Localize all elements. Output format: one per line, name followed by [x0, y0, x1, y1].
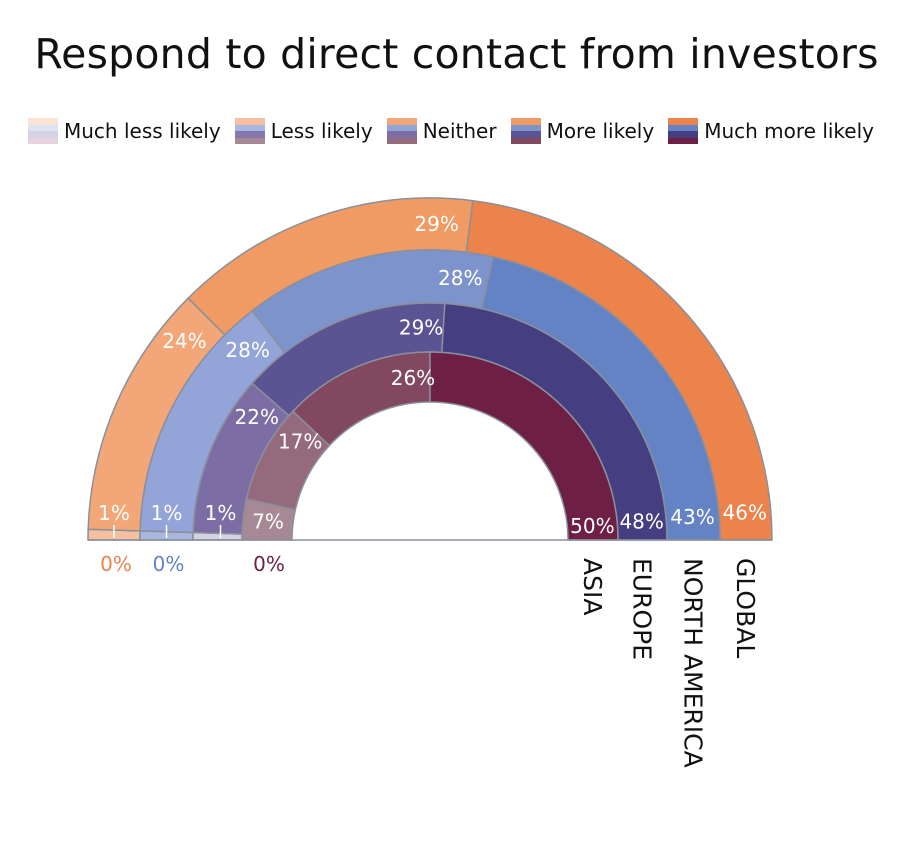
label-north-america-neither: 28% — [225, 338, 269, 362]
legend-label: Much more likely — [704, 119, 874, 143]
data-labels: 0% 1% 24% 29% 46% GLOBAL 0% 1% 28% 28% 43% NORTH AM… — [98, 212, 767, 768]
label-asia-much-more-likely: 50% — [570, 514, 614, 538]
ring-name-europe: EUROPE — [628, 558, 657, 660]
legend-item-less-likely: Less likely — [234, 118, 373, 144]
legend: Much less likely Less likely Neither More l… — [28, 118, 874, 144]
legend-item-more-likely: More likely — [510, 118, 655, 144]
label-global-much-more-likely: 46% — [723, 500, 767, 524]
label-north-america-more-likely: 28% — [438, 266, 482, 290]
chart-title: Respond to direct contact from investors — [34, 30, 879, 78]
legend-swatch — [386, 118, 417, 144]
label-europe-more-likely: 29% — [399, 316, 443, 340]
label-asia-neither: 17% — [278, 429, 322, 453]
label-asia-more-likely: 26% — [391, 366, 435, 390]
legend-label: Much less likely — [64, 119, 221, 143]
label-north-america-much-more-likely: 43% — [670, 505, 714, 529]
legend-label: More likely — [546, 119, 655, 143]
label-global-less-likely: 1% — [98, 501, 130, 525]
label-north-america-less-likely: 1% — [151, 501, 183, 525]
ring-name-north-america: NORTH AMERICA — [679, 558, 708, 768]
legend-item-much-more-likely: Much more likely — [668, 118, 874, 144]
label-europe-neither: 22% — [235, 405, 279, 429]
legend-swatch — [510, 118, 541, 144]
legend-swatch — [28, 118, 58, 144]
label-north-america-much-less-likely: 0% — [153, 552, 185, 576]
legend-swatch — [234, 118, 265, 144]
legend-item-much-less-likely: Much less likely — [28, 118, 221, 144]
label-europe-much-more-likely: 48% — [619, 509, 663, 533]
label-global-neither: 24% — [162, 329, 206, 353]
legend-item-neither: Neither — [386, 118, 497, 144]
label-asia-much-less-likely: 0% — [253, 552, 285, 576]
legend-swatch — [668, 118, 699, 144]
label-asia-less-likely: 7% — [252, 509, 284, 533]
label-europe-much-less-likely: 1% — [205, 501, 237, 525]
ring-name-global: GLOBAL — [731, 558, 760, 658]
label-global-much-less-likely: 0% — [100, 552, 132, 576]
ring-name-asia: ASIA — [578, 558, 607, 615]
arc-segments — [87, 197, 773, 541]
legend-label: Less likely — [270, 119, 373, 143]
label-global-more-likely: 29% — [414, 212, 458, 236]
legend-label: Neither — [422, 119, 497, 143]
